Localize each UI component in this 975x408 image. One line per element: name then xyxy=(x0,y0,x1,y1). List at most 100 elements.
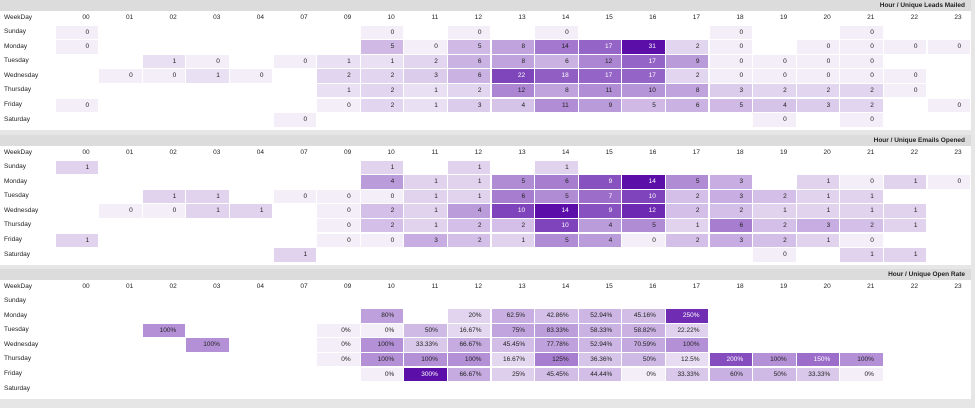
heat-cell: 0 xyxy=(317,218,360,233)
heat-cell: 8 xyxy=(665,83,709,98)
heat-cell: 6 xyxy=(447,69,491,83)
heat-cell: 1 xyxy=(404,218,447,233)
heat-cell: 10 xyxy=(491,204,535,218)
heat-cell: 1 xyxy=(317,54,360,69)
heat-cell: 58.82% xyxy=(622,323,665,338)
heat-cell: 100% xyxy=(447,352,491,367)
heat-cell: 9 xyxy=(665,54,709,69)
heat-cell: 0 xyxy=(796,54,840,69)
section-title: Hour / Unique Open Rate xyxy=(0,269,971,280)
hour-header: 12 xyxy=(474,149,482,156)
heat-cell: 150% xyxy=(796,352,840,367)
heat-cell: 2 xyxy=(360,98,404,113)
hour-header: 02 xyxy=(169,14,177,21)
heat-cell: 5 xyxy=(665,175,709,189)
hour-header: 20 xyxy=(823,283,831,290)
heat-cell: 50% xyxy=(753,367,796,382)
heat-cell: 1 xyxy=(883,204,927,218)
weekday-label: Thursday xyxy=(4,355,32,363)
hour-header: 22 xyxy=(910,14,918,21)
heat-cell: 3 xyxy=(796,218,840,233)
header-label: WeekDay xyxy=(4,14,33,21)
hour-header: 17 xyxy=(692,283,700,290)
heat-cell: 1 xyxy=(317,83,360,98)
hour-header: 18 xyxy=(736,14,744,21)
heat-cell: 1 xyxy=(883,248,927,262)
heat-cell: 33.33% xyxy=(796,367,840,382)
heat-cell: 1 xyxy=(360,54,404,69)
heat-cell: 5 xyxy=(622,218,665,233)
hour-header: 15 xyxy=(605,14,613,21)
hour-header: 03 xyxy=(213,283,221,290)
heat-cell: 1 xyxy=(447,175,491,189)
hour-header: 10 xyxy=(387,14,395,21)
heat-cell: 50% xyxy=(622,352,665,367)
heat-cell: 3 xyxy=(709,233,753,248)
hour-header: 20 xyxy=(823,14,831,21)
heat-cell: 0 xyxy=(229,69,273,83)
hour-header: 12 xyxy=(474,14,482,21)
heat-cell: 0 xyxy=(142,204,186,218)
heat-cell: 100% xyxy=(404,352,447,367)
heat-cell: 9 xyxy=(578,175,622,189)
heat-cell: 1 xyxy=(447,160,491,175)
heat-cell: 4 xyxy=(447,204,491,218)
heat-cell: 0 xyxy=(317,204,360,218)
heat-cell: 18 xyxy=(535,69,578,83)
weekday-label: Thursday xyxy=(4,86,32,94)
heat-cell: 1 xyxy=(491,233,535,248)
section-title: Hour / Unique Leads Mailed xyxy=(0,0,971,11)
hour-header: 15 xyxy=(605,283,613,290)
weekday-label: Monday xyxy=(4,42,28,50)
heat-cell: 0 xyxy=(883,83,927,98)
hour-header: 14 xyxy=(561,149,570,156)
header-label: WeekDay xyxy=(4,283,33,290)
heat-cell: 0 xyxy=(535,25,578,40)
heat-cell: 0% xyxy=(840,367,883,382)
heat-cell: 2 xyxy=(709,204,753,218)
heat-cell: 1 xyxy=(883,218,927,233)
heat-cell: 12 xyxy=(622,204,665,218)
hour-header: 11 xyxy=(431,283,439,290)
heat-cell: 1 xyxy=(404,189,447,204)
hour-header: 01 xyxy=(125,14,134,21)
weekday-label: Sunday xyxy=(4,163,27,170)
heat-cell: 6 xyxy=(535,54,578,69)
heat-cell: 0 xyxy=(360,189,404,204)
hour-header: 13 xyxy=(518,149,526,156)
heat-cell: 3 xyxy=(796,98,840,113)
heat-cell: 0% xyxy=(360,323,404,338)
heat-cell: 0 xyxy=(927,98,971,113)
heat-cell: 66.67% xyxy=(447,338,491,352)
heat-cell: 1 xyxy=(840,189,883,204)
weekday-label: Friday xyxy=(4,236,23,243)
heat-cell: 100% xyxy=(753,352,796,367)
heat-cell: 2 xyxy=(447,218,491,233)
weekday-label: Tuesday xyxy=(4,57,29,65)
weekday-label: Thursday xyxy=(4,221,32,229)
heat-cell: 1 xyxy=(404,204,447,218)
heat-cell: 33.33% xyxy=(404,338,447,352)
heat-cell: 9 xyxy=(578,98,622,113)
heat-cell: 5 xyxy=(622,98,665,113)
weekday-label: Saturday xyxy=(4,250,31,258)
heat-cell: 0 xyxy=(840,175,883,189)
heat-cell: 9 xyxy=(578,204,622,218)
weekday-label: Sunday xyxy=(4,28,27,35)
heat-cell: 7 xyxy=(578,189,622,204)
heat-cell: 14 xyxy=(535,204,578,218)
hour-header: 04 xyxy=(256,149,264,156)
heat-cell: 2 xyxy=(753,218,796,233)
heat-cell: 100% xyxy=(840,352,883,367)
heat-cell: 0 xyxy=(840,113,883,127)
heat-cell: 52.94% xyxy=(578,338,622,352)
heat-cell: 4 xyxy=(578,218,622,233)
heat-cell: 1 xyxy=(840,204,883,218)
hour-header: 16 xyxy=(649,14,657,21)
heat-cell: 0 xyxy=(317,98,360,113)
hour-header: 23 xyxy=(954,149,962,156)
heat-cell: 1 xyxy=(840,248,883,262)
heat-cell: 0 xyxy=(447,25,491,40)
heat-cell: 1 xyxy=(360,160,404,175)
heat-cell: 5 xyxy=(535,189,578,204)
